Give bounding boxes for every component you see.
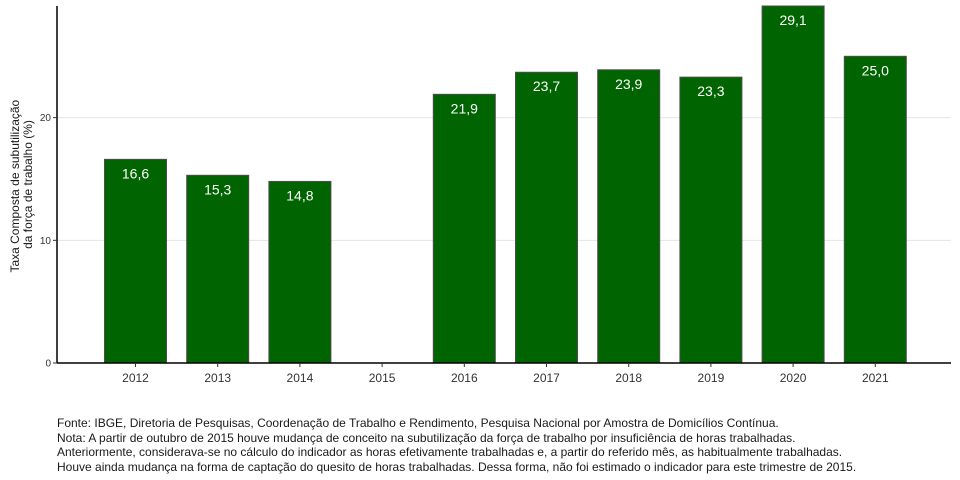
x-tick-label-2015: 2015	[369, 371, 396, 385]
bar-2018	[597, 69, 661, 364]
bar-2017	[515, 71, 578, 364]
axes	[56, 6, 951, 364]
bar-2012	[104, 158, 167, 364]
data-label-2012: 16,6	[122, 165, 149, 181]
x-tick-label-2018: 2018	[615, 371, 642, 385]
x-tick-label-2020: 2020	[780, 371, 807, 385]
data-label-2014: 14,8	[286, 187, 313, 203]
y-axis-label-line-2: da força de trabalho (%)	[21, 120, 35, 249]
data-label-2017: 23,7	[533, 78, 560, 94]
bar-2014	[268, 180, 332, 364]
bar-2021	[843, 55, 907, 364]
data-label-2018: 23,9	[615, 76, 642, 92]
x-tick-label-2016: 2016	[451, 371, 478, 385]
data-label-2019: 23,3	[697, 83, 724, 99]
x-tick-label-2012: 2012	[122, 371, 149, 385]
y-tick-label-20: 20	[40, 113, 52, 124]
data-label-2016: 21,9	[451, 100, 478, 116]
x-tick-label-2021: 2021	[862, 371, 889, 385]
data-label-2013: 15,3	[204, 181, 231, 197]
bar-2020	[761, 5, 825, 364]
method-note-3: Houve ainda mudança na forma de captação…	[57, 459, 857, 474]
data-label-2021: 25,0	[862, 62, 889, 78]
bars	[104, 5, 907, 364]
footnotes: Fonte: IBGE, Diretoria de Pesquisas, Coo…	[57, 416, 957, 474]
y-axis-label: Taxa Composta de subutilização da força …	[8, 96, 35, 272]
bar-2013	[186, 174, 250, 364]
y-ticks: 0 10 20	[40, 113, 57, 370]
x-ticks: 2012 2013 2014 2015 2016 2017 2018 2019 2020 2021	[122, 363, 889, 385]
method-note-1: Nota: A partir de outubro de 2015 houve …	[57, 430, 796, 445]
y-tick-label-10: 10	[40, 236, 52, 247]
y-axis-label-line-1: Taxa Composta de subutilização	[8, 99, 22, 272]
x-tick-label-2013: 2013	[204, 371, 231, 385]
x-tick-label-2014: 2014	[287, 371, 314, 385]
data-label-2020: 29,1	[779, 12, 806, 28]
bar-2019	[679, 76, 743, 364]
x-tick-label-2017: 2017	[533, 371, 560, 385]
source-note: Fonte: IBGE, Diretoria de Pesquisas, Coo…	[57, 416, 779, 430]
y-tick-label-0: 0	[45, 359, 51, 370]
data-labels: 16,6 15,3 14,8 21,9 23,7 23,9 23,3 29,1 25,0	[122, 12, 889, 203]
bar-2016	[432, 93, 496, 364]
x-tick-label-2019: 2019	[698, 371, 725, 385]
method-note-2: Anteriormente, considerava-se no cálculo…	[57, 445, 843, 459]
